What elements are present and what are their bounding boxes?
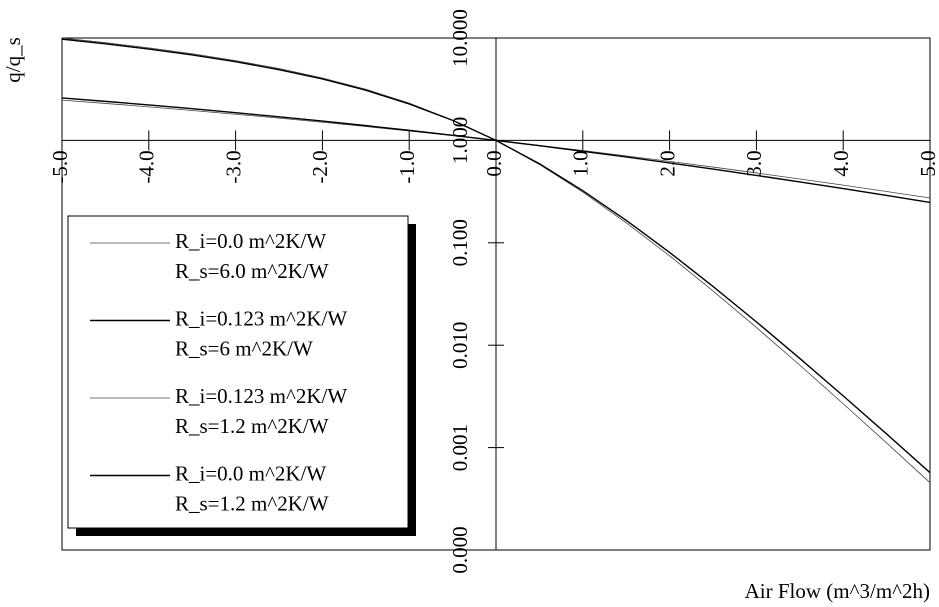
legend-label: R_i=0.0 m^2K/W R_s=1.2 m^2K/W: [175, 461, 329, 515]
y-tick-label: 1.000: [448, 117, 472, 164]
x-tick-label: 5.0: [916, 150, 939, 176]
y-tick-label: 0.000: [448, 526, 472, 573]
x-tick-label: -2.0: [308, 150, 332, 183]
x-tick-label: -4.0: [135, 150, 159, 183]
x-tick-label: -1.0: [395, 150, 419, 183]
legend-label: R_i=0.0 m^2K/W R_s=6.0 m^2K/W: [175, 229, 329, 283]
legend-label: R_i=0.123 m^2K/W R_s=1.2 m^2K/W: [175, 384, 347, 438]
x-tick-label: 4.0: [829, 150, 853, 176]
legend-label: R_i=0.123 m^2K/W R_s=6 m^2K/W: [175, 306, 347, 360]
y-tick-label: 10.000: [448, 9, 472, 67]
series-line: [61, 97, 931, 204]
y-axis-label: q/q_s: [1, 37, 25, 83]
x-tick-label: 0.0: [482, 150, 506, 176]
y-tick-label: 0.100: [448, 219, 472, 266]
x-tick-label: -3.0: [221, 150, 245, 183]
y-tick-label: 0.001: [448, 424, 472, 471]
x-axis-label: Air Flow (m^3/m^2h): [745, 579, 930, 603]
x-tick-label: -5.0: [48, 150, 72, 183]
y-tick-label: 0.010: [448, 322, 472, 369]
x-tick-label: 1.0: [569, 150, 593, 176]
